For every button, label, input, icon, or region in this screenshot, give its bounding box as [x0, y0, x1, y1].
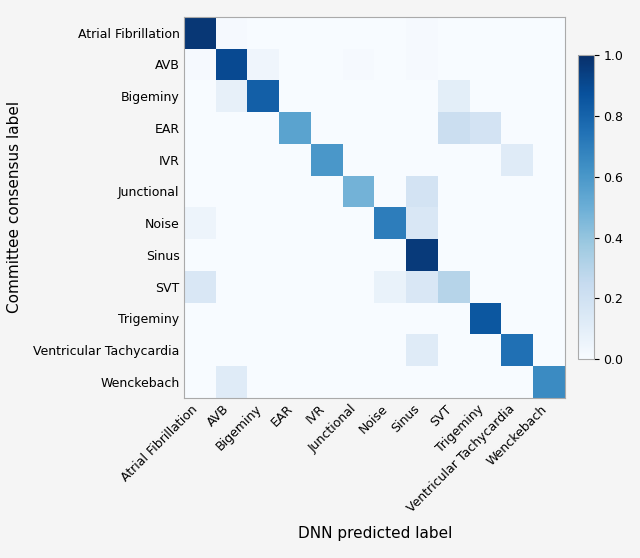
Y-axis label: Committee consensus label: Committee consensus label: [7, 101, 22, 313]
X-axis label: DNN predicted label: DNN predicted label: [298, 526, 452, 541]
